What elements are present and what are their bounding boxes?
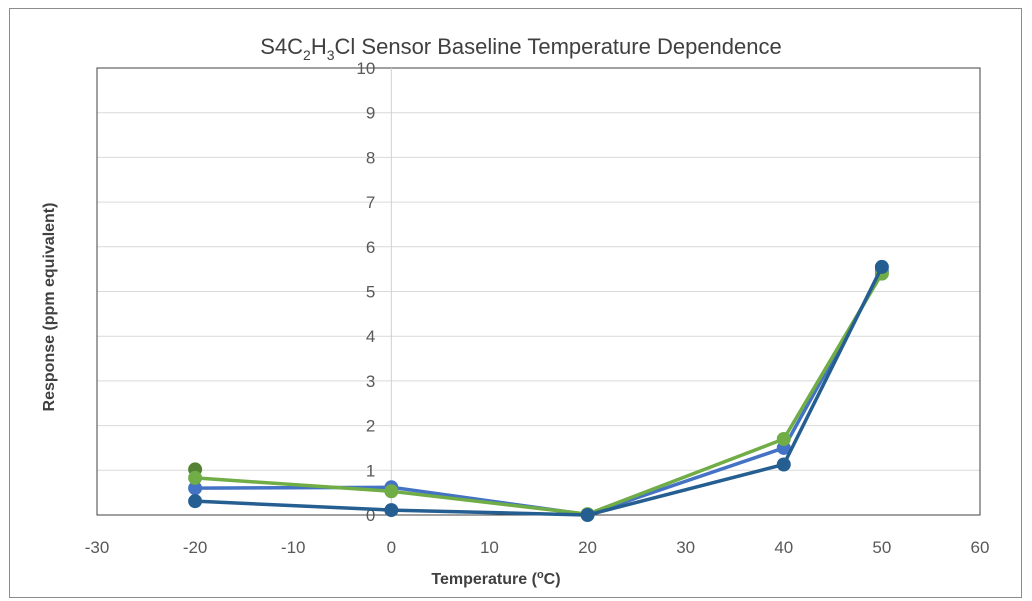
series-4 <box>188 259 889 522</box>
y-tick-label: 9 <box>366 104 375 123</box>
x-tick-label: 20 <box>578 538 597 557</box>
x-tick-label: 50 <box>872 538 891 557</box>
x-tick-label: -30 <box>85 538 110 557</box>
data-point <box>776 432 791 447</box>
x-tick-label: 0 <box>387 538 396 557</box>
x-tick-labels: -30 -20 -10 0 10 20 30 40 50 60 <box>85 538 990 557</box>
chart-frame: S4C2H3Cl Sensor Baseline Temperature Dep… <box>9 8 1022 598</box>
x-tick-label: 60 <box>971 538 990 557</box>
x-axis-label: Temperature (oC) <box>431 569 560 588</box>
data-point <box>188 470 203 485</box>
y-tick-label: 7 <box>366 193 375 212</box>
series-layer <box>188 259 889 522</box>
y-tick-label: 5 <box>366 283 375 302</box>
y-tick-label: 8 <box>366 148 375 167</box>
chart-title: S4C2H3Cl Sensor Baseline Temperature Dep… <box>260 34 781 63</box>
data-point <box>188 494 203 509</box>
data-point <box>188 481 203 496</box>
x-tick-label: -20 <box>183 538 208 557</box>
y-tick-label: 6 <box>366 238 375 257</box>
series-line <box>195 270 884 517</box>
data-point <box>874 259 889 274</box>
y-tick-label: 3 <box>366 372 375 391</box>
y-tick-label: 1 <box>366 461 375 480</box>
x-tick-label: 40 <box>774 538 793 557</box>
y-tick-label: 2 <box>366 417 375 436</box>
x-tick-label: 30 <box>676 538 695 557</box>
y-tick-label: 0 <box>366 506 375 525</box>
x-tick-label: 10 <box>480 538 499 557</box>
series-3 <box>188 266 889 522</box>
data-point <box>776 457 791 472</box>
series-line <box>195 266 884 517</box>
data-point <box>384 484 399 499</box>
chart-svg: S4C2H3Cl Sensor Baseline Temperature Dep… <box>41 34 990 588</box>
series-line <box>194 272 884 516</box>
gridlines <box>97 112 980 471</box>
y-tick-label: 4 <box>366 327 375 346</box>
data-point <box>384 503 399 518</box>
data-point <box>580 508 595 522</box>
y-tick-labels: 0 1 2 3 4 5 6 7 8 9 10 <box>356 59 375 525</box>
y-axis-label: Response (ppm equivalent) <box>41 203 58 412</box>
x-tick-label: -10 <box>281 538 306 557</box>
y-tick-label: 10 <box>356 59 375 78</box>
